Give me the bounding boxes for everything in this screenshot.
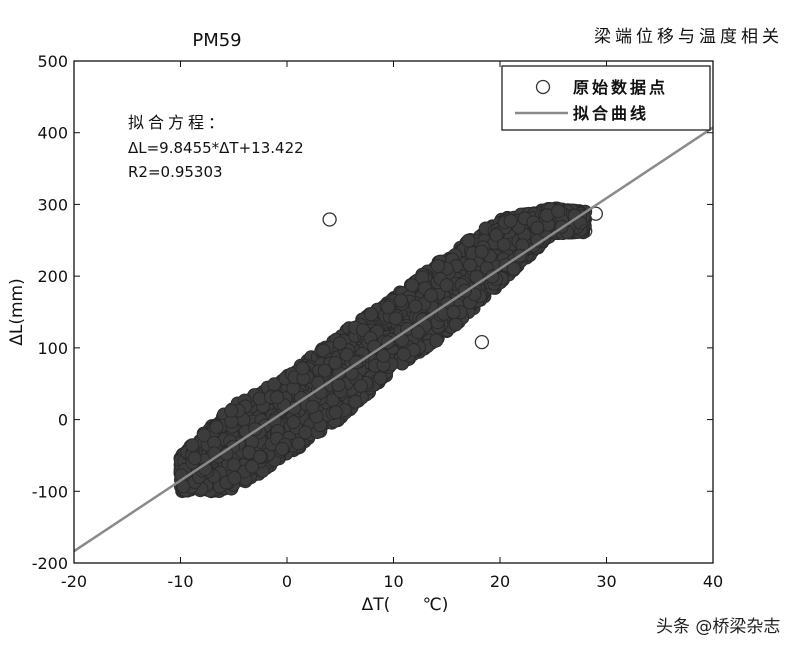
x-tick-label: -20 [61,572,87,591]
data-point [185,438,200,453]
watermark: 头条 @桥梁杂志 [656,617,780,637]
data-point-outlier [322,212,337,227]
data-point [530,220,545,235]
data-point [376,348,391,363]
legend-box [501,65,711,131]
data-point [381,300,396,315]
x-tick-label: 20 [490,572,510,591]
data-point [353,378,368,393]
watermark-text: 头条 @桥梁杂志 [656,617,780,637]
fit-line-layer [74,126,713,553]
data-point [485,269,500,284]
data-point [446,305,461,320]
y-tick-label: -100 [32,482,68,501]
annotation-r2: R2=0.95303 [128,163,223,181]
right-title: 梁端位移与温度相关 [594,27,783,47]
data-point [448,317,463,332]
data-point-outlier [578,223,593,239]
data-point [328,405,343,420]
x-tick-label: 10 [383,572,403,591]
data-point [224,403,239,418]
data-point [474,244,489,259]
data-point [489,228,504,243]
y-tick-label: -200 [32,554,68,573]
data-point [286,415,301,430]
data-point [227,471,242,485]
data-point [410,325,425,340]
data-point [503,213,518,228]
fit-line [74,126,713,553]
data-point-outlier [474,334,490,350]
data-point [461,233,476,248]
data-point [253,449,268,464]
data-point [331,378,346,392]
y-tick-label: 100 [37,339,68,358]
data-point [429,333,444,348]
data-point [396,347,411,362]
annotation-equation: ΔL=9.8455*ΔT+13.422 [128,139,304,157]
data-point [291,436,306,451]
data-point [328,355,343,370]
data-point [196,428,211,443]
x-axis-label: ΔT( ℃) [362,595,449,615]
data-point [295,361,310,376]
y-tick-label: 500 [37,52,68,71]
y-tick-label: 0 [58,411,68,430]
x-axis-ticks: -20 -10 0 10 20 30 40 [61,61,723,591]
data-point [317,363,332,378]
data-point-outlier [588,206,603,221]
legend-label-raw-points: 原始数据点 [573,78,668,97]
data-point [332,336,347,351]
y-tick-label: 400 [37,124,68,143]
legend-marker-circle-icon [535,79,551,95]
data-point [439,278,454,293]
data-point [424,288,438,303]
annotation-heading: 拟合方程： [128,113,228,132]
data-point [506,261,521,276]
data-point [187,451,202,466]
x-tick-label: -10 [167,572,193,591]
data-point [209,420,224,435]
y-axis-ticks: -200 -100 0 100 200 300 400 500 [32,52,713,573]
data-point [364,307,379,322]
data-point [298,425,313,440]
data-point [275,441,290,456]
data-point [245,459,260,474]
data-point [339,347,354,362]
x-tick-label: 0 [282,572,292,591]
y-tick-label: 300 [37,195,68,214]
data-point [316,343,331,358]
chart-title: PM59 [192,30,241,51]
y-axis-label: ΔL(mm) [7,278,27,346]
data-point [430,259,445,273]
data-point [497,237,511,252]
x-tick-label: 30 [596,572,616,591]
legend-label-fit-curve: 拟合曲线 [573,104,649,123]
data-point [305,399,320,414]
fit-annotation: 拟合方程： ΔL=9.8455*ΔT+13.422 R2=0.95303 [128,113,304,181]
data-point [373,371,388,386]
data-point [226,457,241,472]
scatter-cloud [173,201,603,499]
data-point [551,204,566,219]
data-point [405,278,420,293]
y-tick-label: 200 [37,267,68,286]
data-point [348,394,363,409]
x-tick-label: 40 [703,572,723,591]
data-point [408,299,423,314]
data-point [270,390,285,405]
data-point [388,311,403,326]
data-point [463,258,478,273]
legend: 原始数据点 拟合曲线 [501,65,711,131]
